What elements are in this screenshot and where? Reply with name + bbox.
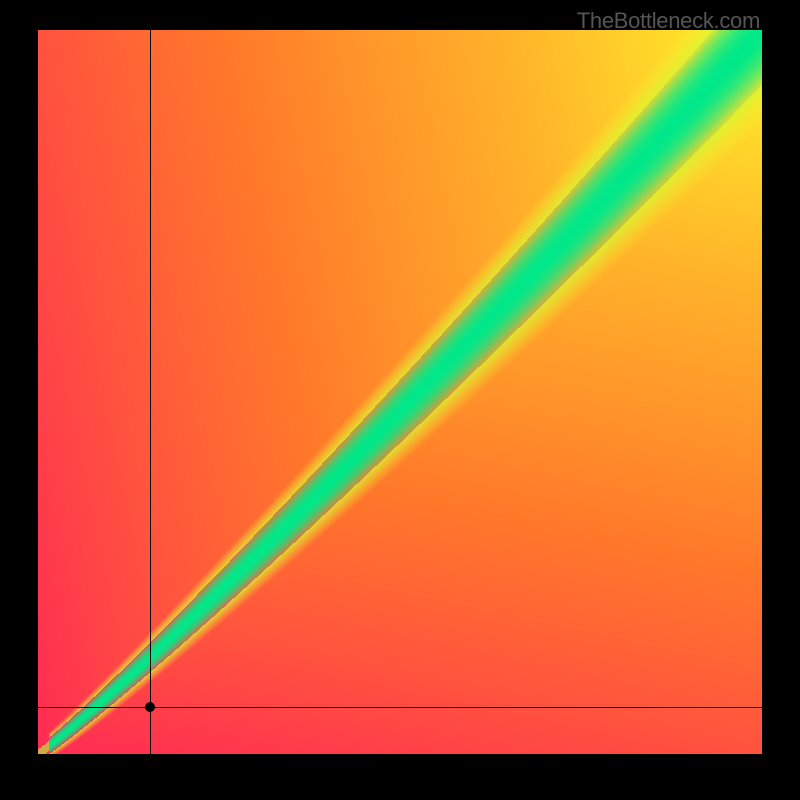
chart-container: TheBottleneck.com xyxy=(0,0,800,800)
watermark-text: TheBottleneck.com xyxy=(577,8,760,34)
crosshair-marker xyxy=(145,702,155,712)
bottleneck-heatmap xyxy=(38,30,762,754)
crosshair-vertical xyxy=(150,30,151,754)
